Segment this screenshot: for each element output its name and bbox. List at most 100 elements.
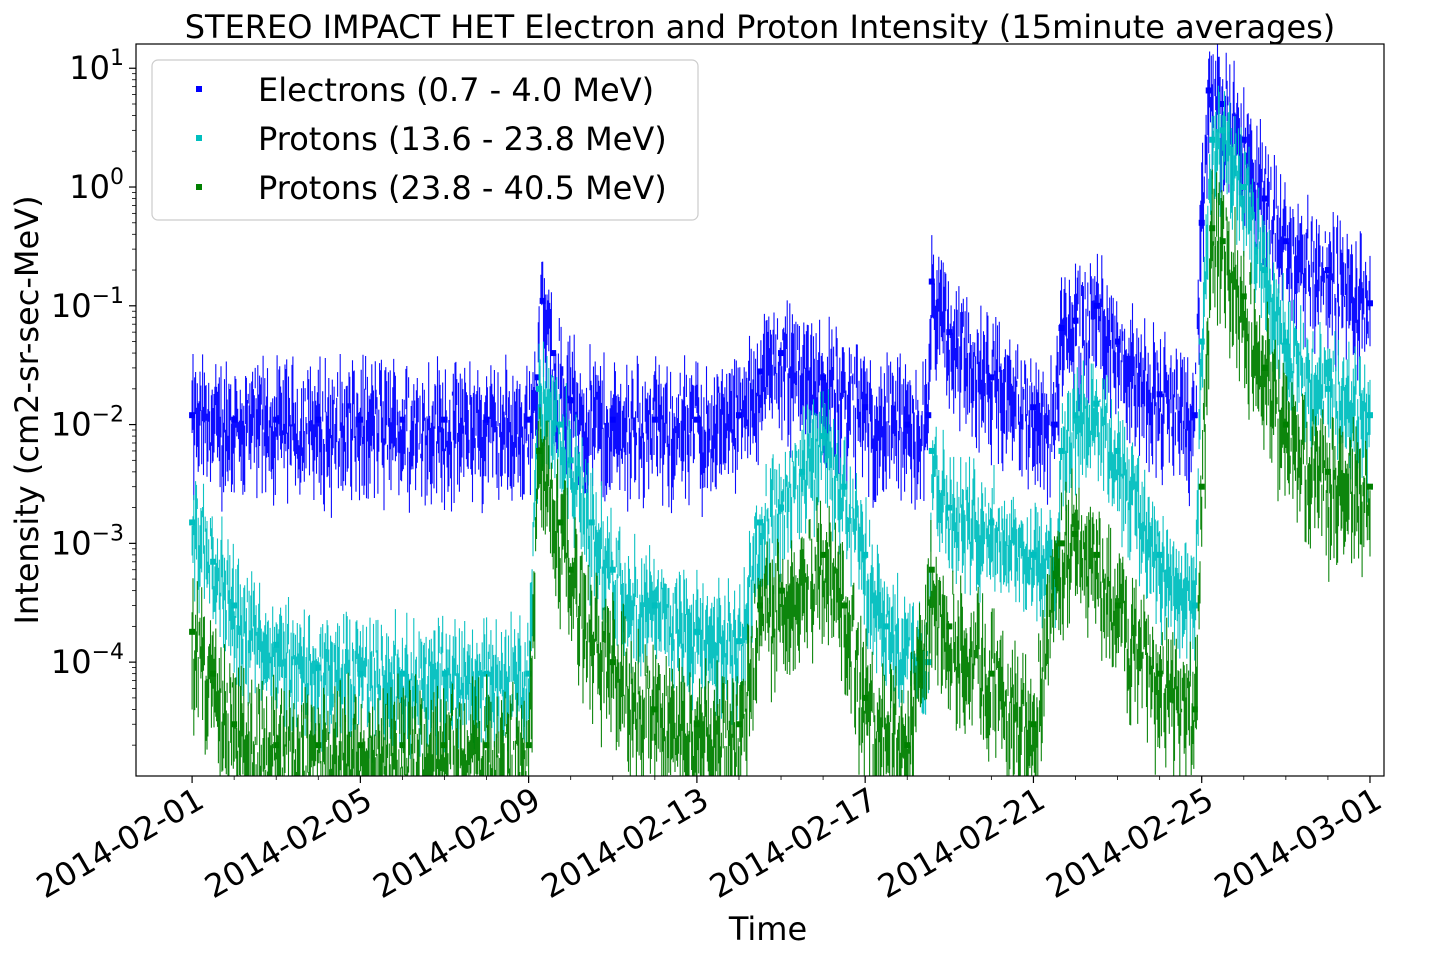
series-2-point-34	[1209, 225, 1216, 232]
series-2-point-35	[1219, 238, 1226, 245]
series-0-point-28	[1058, 325, 1065, 332]
y-tick-label: 10−1	[51, 284, 124, 325]
series-2-point-20	[841, 602, 848, 609]
series-2-point-28	[1072, 530, 1079, 537]
series-0-point-23	[928, 278, 935, 285]
y-tick-label: 10−2	[51, 403, 124, 444]
series-0-point-30	[1093, 302, 1100, 309]
series-2-point-1	[210, 670, 217, 677]
series-0-point-19	[820, 374, 827, 381]
y-axis: 10−4 10−3 10−2 10−1 100 101	[51, 46, 136, 746]
series-0-point-20	[862, 404, 869, 411]
series-0-point-33	[1191, 412, 1198, 419]
series-2-point-33	[1198, 483, 1205, 490]
series-0-point-26	[1030, 404, 1037, 411]
series-2-point-8	[483, 742, 490, 749]
series-2-point-16	[735, 721, 742, 728]
series-0-point-7	[483, 416, 490, 423]
series-2-point-12	[567, 566, 574, 573]
series-2	[189, 169, 1373, 776]
series-0-point-6	[441, 416, 448, 423]
series-1-point-35	[1156, 551, 1163, 558]
series-1-point-22	[841, 483, 848, 490]
series-1-point-21	[820, 433, 827, 440]
series-1-point-42	[1282, 338, 1289, 345]
series-1-point-6	[399, 670, 406, 677]
series-1-point-39	[1219, 127, 1226, 134]
series-0-point-9	[534, 374, 541, 381]
series-0-point-13	[609, 416, 616, 423]
series-1-point-29	[1030, 551, 1037, 558]
series-2-point-11	[557, 519, 564, 526]
legend-marker-protons-low	[196, 135, 202, 141]
series-2-point-9	[525, 742, 532, 749]
series-1-point-19	[778, 504, 785, 511]
series-0-point-41	[1366, 300, 1373, 307]
series-1-point-14	[609, 566, 616, 573]
series-0-point-22	[925, 412, 932, 419]
series-1-point-5	[357, 670, 364, 677]
legend-label-protons-high: Protons (23.8 - 40.5 MeV)	[258, 169, 667, 207]
series-2-point-27	[1058, 540, 1065, 547]
series-1-point-33	[1093, 400, 1100, 407]
legend-label-electrons: Electrons (0.7 - 4.0 MeV)	[258, 71, 654, 109]
series-2-point-23	[928, 566, 935, 573]
series-1-point-4	[315, 664, 322, 671]
series-2-point-13	[609, 659, 616, 666]
series-1-point-18	[757, 519, 763, 526]
series-2-point-10	[536, 447, 543, 454]
series-1-point-41	[1261, 267, 1268, 274]
series-2-point-25	[988, 670, 995, 677]
series-2-point-21	[862, 694, 869, 701]
series-1-point-16	[693, 628, 700, 635]
series-2-error-bars	[191, 169, 1371, 776]
series-1-error-bars	[191, 85, 1371, 763]
series-1-point-7	[441, 670, 448, 677]
series-1-point-11	[557, 421, 564, 428]
y-tick-label: 10−3	[51, 521, 124, 562]
series-1-point-28	[988, 519, 995, 526]
series-0-point-27	[1051, 421, 1058, 428]
series-1-point-3	[273, 641, 280, 648]
series-2-point-2	[231, 721, 238, 728]
series-0-point-36	[1219, 101, 1226, 108]
series-0-point-12	[567, 397, 574, 404]
series-1-point-27	[946, 504, 953, 511]
plot-frame	[135, 43, 1385, 777]
series-1-point-8	[483, 670, 490, 677]
series-0	[189, 44, 1373, 518]
series-1-point-31	[1058, 447, 1065, 454]
series-2-point-38	[1282, 421, 1289, 428]
series-0-point-39	[1282, 238, 1289, 245]
chart-title: STEREO IMPACT HET Electron and Proton In…	[185, 8, 1336, 46]
x-axis-label: Time	[728, 910, 807, 948]
series-1-point-26	[928, 447, 935, 454]
series-0-point-31	[1114, 338, 1121, 345]
series-1-point-36	[1191, 602, 1198, 609]
plot-data	[189, 44, 1373, 776]
series-0-point-14	[651, 416, 658, 423]
series-2-point-39	[1324, 468, 1331, 475]
series-1-point-44	[1366, 412, 1373, 419]
series-0-point-2	[273, 416, 280, 423]
series-0-point-35	[1205, 87, 1212, 94]
series-0-point-21	[904, 421, 911, 428]
series-1-point-12	[567, 457, 574, 464]
series-1-point-9	[525, 670, 532, 677]
series-1-point-25	[925, 659, 932, 666]
series-0-point-1	[231, 416, 238, 423]
series-0-point-40	[1324, 267, 1331, 274]
series-1-point-38	[1209, 136, 1216, 143]
series-1-point-1	[210, 558, 217, 565]
legend: Electrons (0.7 - 4.0 MeV) Protons (13.6 …	[151, 59, 699, 221]
series-1-point-15	[651, 602, 658, 609]
series-1-point-37	[1198, 338, 1205, 345]
y-tick-label: 100	[69, 165, 124, 206]
legend-marker-electrons	[196, 86, 202, 92]
series-1-point-0	[189, 519, 196, 526]
legend-marker-protons-high	[196, 184, 202, 190]
series-2-point-32	[1191, 706, 1198, 713]
legend-frame	[151, 59, 699, 221]
series-0-point-34	[1198, 219, 1205, 226]
